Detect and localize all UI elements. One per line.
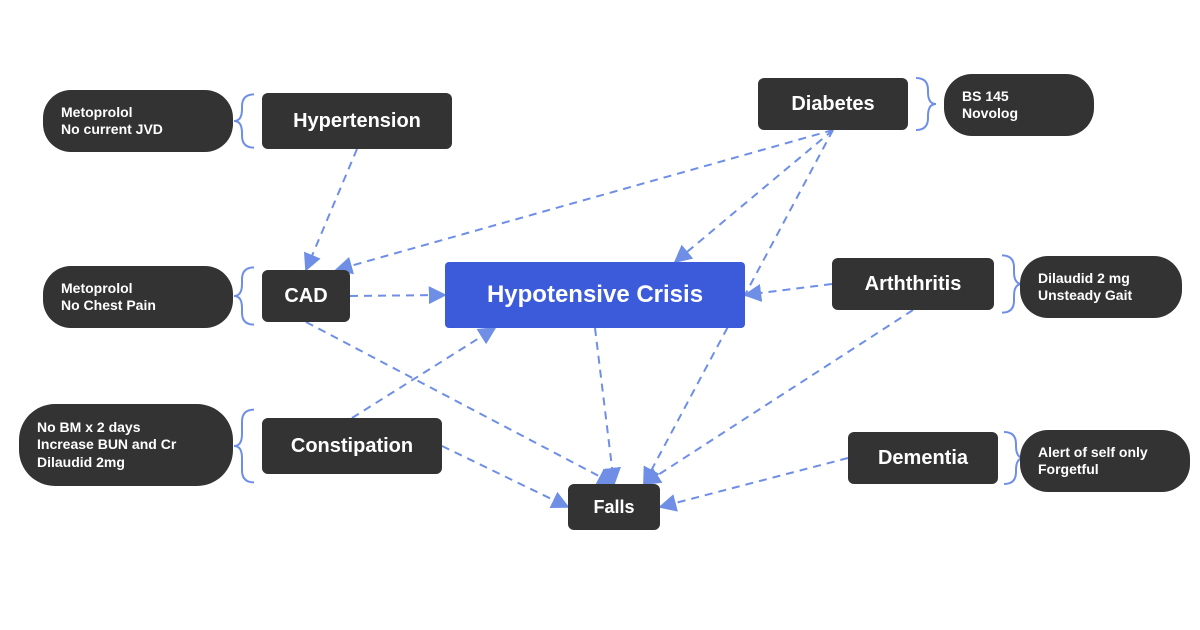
edge-hypotensive-to-falls (595, 328, 614, 484)
node-dementia: Dementia (848, 432, 998, 484)
node-ann_dementia: Alert of self only Forgetful (1020, 430, 1190, 492)
node-hypotensive: Hypotensive Crisis (445, 262, 745, 328)
node-label: Dementia (878, 446, 968, 471)
node-label: Dilaudid 2 mg Unsteady Gait (1038, 270, 1132, 305)
edge-constipation-to-hypotensive (352, 328, 495, 418)
brace-arthritis (1002, 255, 1022, 312)
edge-arthritis-to-hypotensive (745, 284, 832, 295)
edge-hypertension-to-cad (306, 149, 357, 270)
node-label: Hypotensive Crisis (487, 280, 703, 310)
edge-constipation-to-falls (442, 446, 568, 507)
diagram-stage: Hypertension CAD Constipation Hypotensive C… (0, 0, 1200, 630)
node-arthritis: Arththritis (832, 258, 994, 310)
node-falls: Falls (568, 484, 660, 530)
node-label: Metoprolol No current JVD (61, 104, 163, 139)
node-label: Constipation (291, 434, 413, 459)
node-label: BS 145 Novolog (962, 88, 1018, 123)
node-label: Alert of self only Forgetful (1038, 444, 1148, 479)
node-label: Falls (593, 496, 634, 519)
node-label: CAD (284, 284, 327, 309)
node-ann_diabetes: BS 145 Novolog (944, 74, 1094, 136)
node-ann_constipation: No BM x 2 days Increase BUN and Cr Dilau… (19, 404, 233, 486)
brace-cad (234, 267, 254, 324)
node-ann_cad: Metoprolol No Chest Pain (43, 266, 233, 328)
node-label: Arththritis (865, 272, 962, 297)
node-ann_arthritis: Dilaudid 2 mg Unsteady Gait (1020, 256, 1182, 318)
node-label: Hypertension (293, 109, 421, 134)
brace-constipation (234, 410, 254, 483)
node-constipation: Constipation (262, 418, 442, 474)
node-label: Metoprolol No Chest Pain (61, 280, 156, 315)
node-label: No BM x 2 days Increase BUN and Cr Dilau… (37, 419, 176, 472)
node-cad: CAD (262, 270, 350, 322)
edge-cad-to-hypotensive (350, 295, 445, 296)
node-label: Diabetes (791, 92, 874, 117)
edge-diabetes-to-cad (336, 130, 833, 270)
edge-diabetes-to-hypotensive (675, 130, 833, 262)
node-ann_hypertension: Metoprolol No current JVD (43, 90, 233, 152)
brace-diabetes (916, 78, 936, 130)
edge-dementia-to-falls (660, 458, 848, 507)
brace-hypertension (234, 94, 254, 147)
node-hypertension: Hypertension (262, 93, 452, 149)
node-diabetes: Diabetes (758, 78, 908, 130)
